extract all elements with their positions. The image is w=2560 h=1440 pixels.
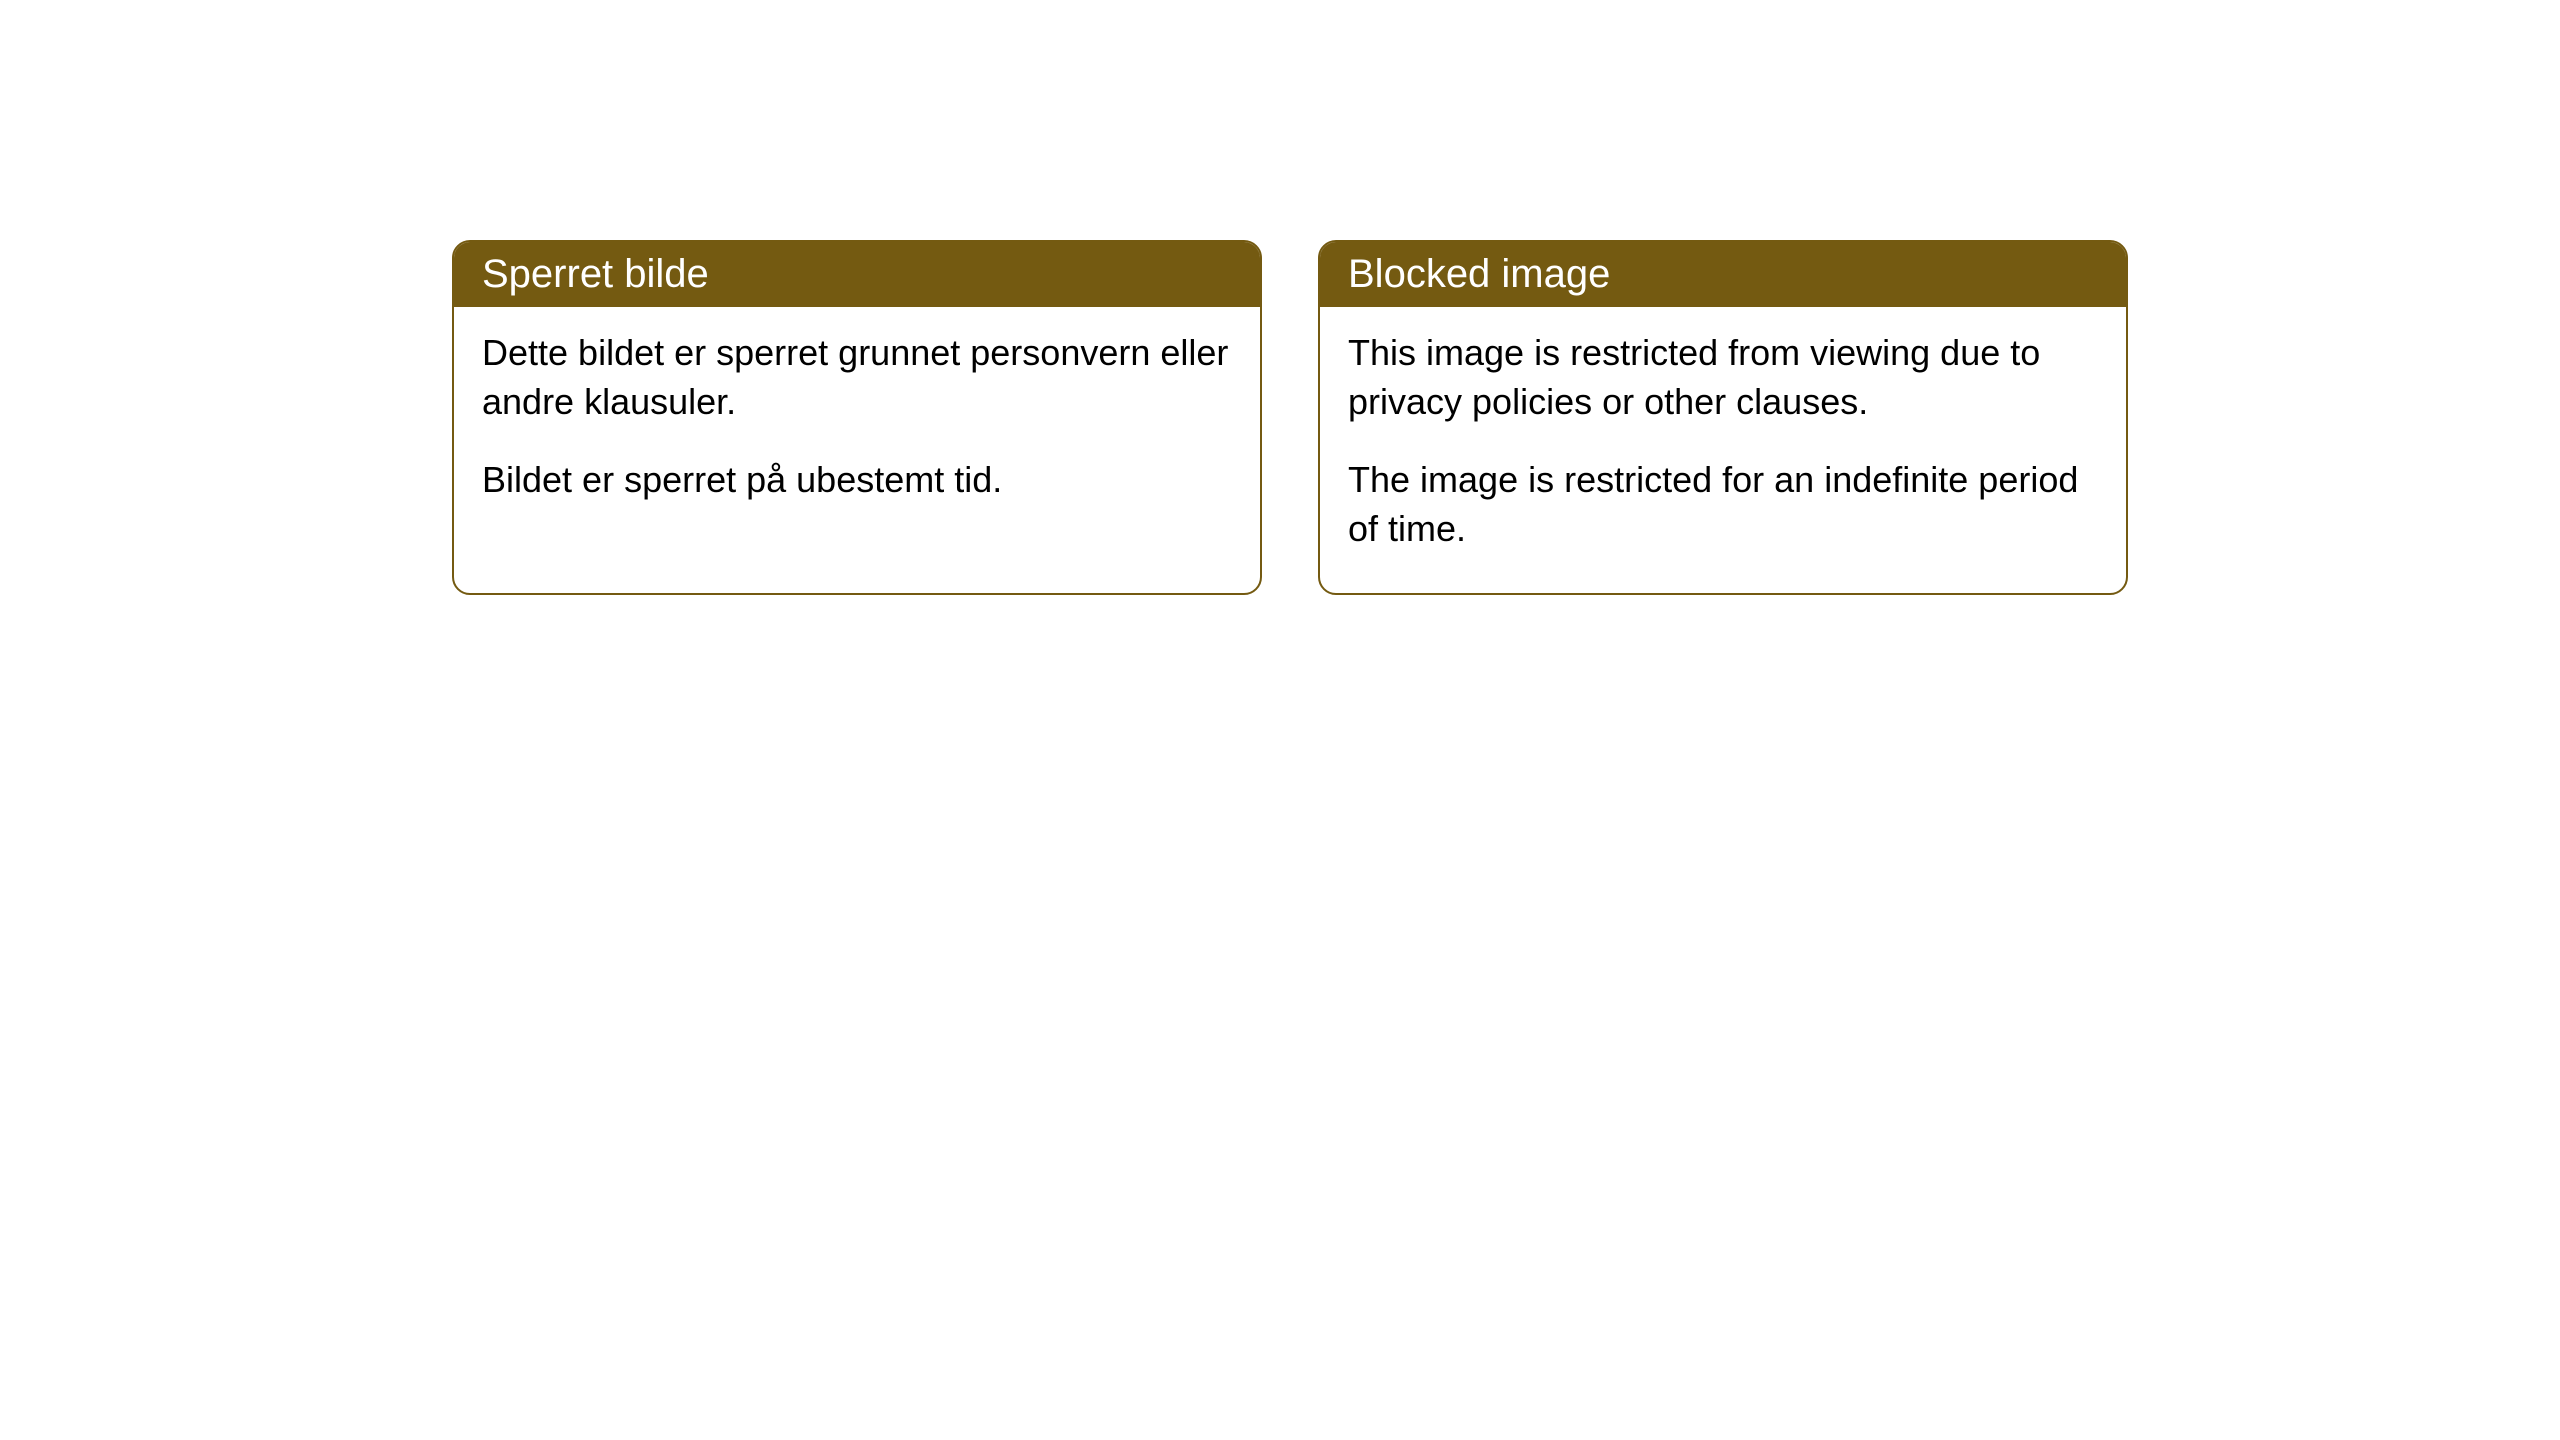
card-header-norwegian: Sperret bilde: [454, 242, 1260, 307]
card-title-english: Blocked image: [1348, 252, 1610, 296]
card-title-norwegian: Sperret bilde: [482, 252, 709, 296]
card-body-english: This image is restricted from viewing du…: [1320, 307, 2126, 593]
cards-container: Sperret bilde Dette bildet er sperret gr…: [0, 0, 2560, 595]
card-paragraph-1-norwegian: Dette bildet er sperret grunnet personve…: [482, 329, 1232, 426]
card-paragraph-1-english: This image is restricted from viewing du…: [1348, 329, 2098, 426]
card-header-english: Blocked image: [1320, 242, 2126, 307]
card-paragraph-2-english: The image is restricted for an indefinit…: [1348, 456, 2098, 553]
card-paragraph-2-norwegian: Bildet er sperret på ubestemt tid.: [482, 456, 1232, 505]
card-norwegian: Sperret bilde Dette bildet er sperret gr…: [452, 240, 1262, 595]
card-body-norwegian: Dette bildet er sperret grunnet personve…: [454, 307, 1260, 545]
card-english: Blocked image This image is restricted f…: [1318, 240, 2128, 595]
